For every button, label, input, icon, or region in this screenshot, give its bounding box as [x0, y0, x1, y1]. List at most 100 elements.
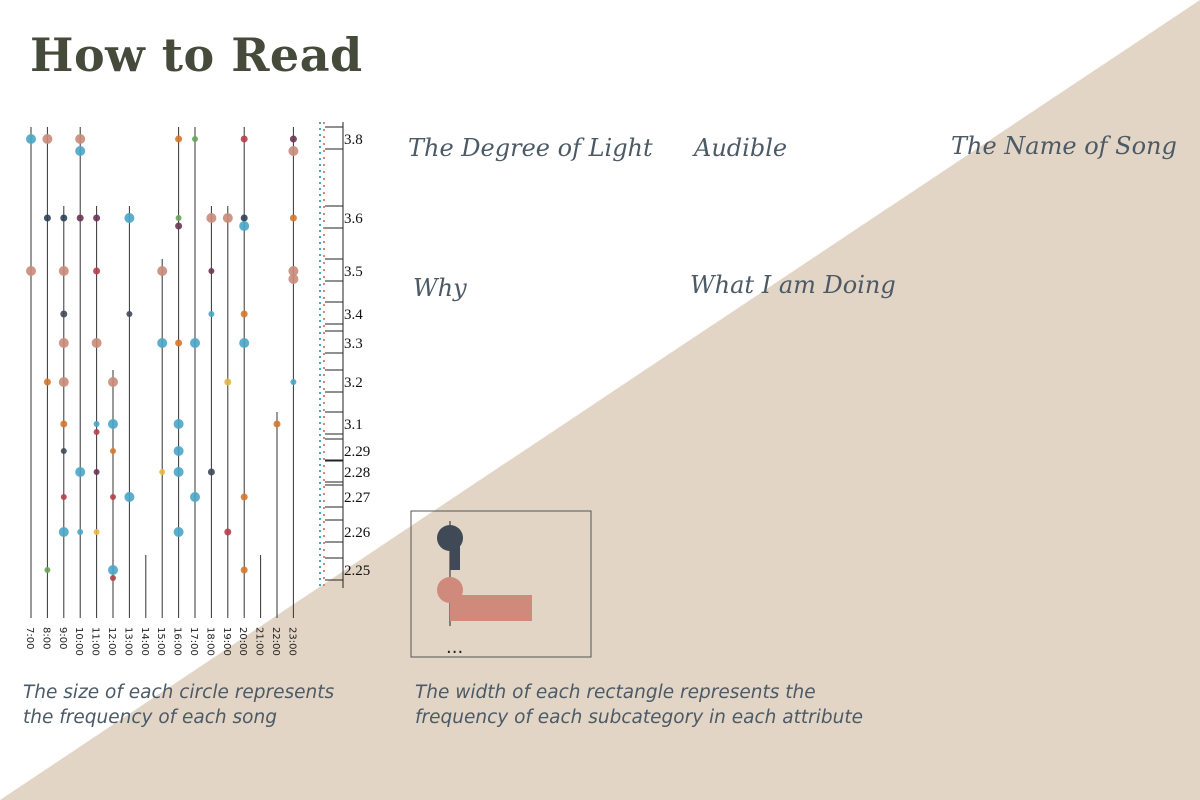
- song-dot: [60, 214, 68, 222]
- song-dot: [60, 448, 67, 454]
- circle-note-line-1: The size of each circle represents: [23, 682, 335, 703]
- song-dot: [43, 378, 51, 386]
- song-dot: [126, 311, 133, 317]
- song-dot: [175, 222, 183, 230]
- y-tick-label: 3.2: [344, 375, 363, 391]
- x-tick-label: 7:00: [24, 627, 35, 649]
- song-dot: [75, 134, 86, 144]
- legend-box-frame: [410, 510, 592, 658]
- song-dot: [58, 338, 69, 348]
- song-dot: [173, 446, 184, 456]
- song-dot: [44, 567, 51, 573]
- rect-note-line-1: The width of each rectangle represents t…: [415, 682, 816, 703]
- song-dot: [110, 494, 116, 500]
- song-dot: [159, 469, 166, 475]
- time-scatter-chart: 7:00 8:00 9:00 10:00 11:00 12:00 13:00 14:00 15:…: [24, 122, 371, 656]
- song-dot: [239, 338, 250, 348]
- song-dot: [289, 135, 297, 143]
- song-dot: [240, 135, 248, 143]
- song-dot: [108, 565, 118, 575]
- song-dot: [93, 214, 101, 222]
- x-tick-label: 14:00: [139, 627, 150, 656]
- rect-note-line-2: frequency of each subcategory in each at…: [415, 707, 863, 728]
- song-dot: [222, 213, 233, 223]
- y-tick-label: 3.6: [344, 211, 363, 227]
- song-dot: [173, 527, 184, 537]
- song-dot: [239, 221, 250, 231]
- song-dot: [110, 448, 116, 454]
- legend-dark-rect: [450, 538, 460, 570]
- song-dot: [173, 467, 184, 477]
- song-dot: [273, 420, 281, 428]
- song-dot: [192, 136, 198, 142]
- circle-note-line-2: the frequency of each song: [23, 707, 277, 728]
- y-tick-label: 3.4: [344, 307, 363, 323]
- song-dot: [124, 213, 135, 223]
- x-tick-label: 23:00: [286, 627, 297, 656]
- song-dot: [108, 377, 118, 387]
- song-dot: [240, 493, 248, 501]
- song-dot: [157, 338, 168, 348]
- song-dot: [60, 310, 68, 318]
- song-dot: [288, 266, 299, 276]
- song-dot: [77, 529, 84, 535]
- time-stems: [30, 127, 294, 618]
- legend-ellipsis: ...: [446, 637, 463, 658]
- label-degree-of-light: The Degree of Light: [408, 134, 653, 162]
- song-dot: [93, 421, 100, 427]
- label-audible: Audible: [694, 134, 788, 162]
- song-dot: [175, 339, 183, 347]
- circle-size-note: The size of each circle represents the f…: [23, 680, 334, 730]
- x-tick-label: 17:00: [188, 627, 199, 656]
- x-tick-label: 15:00: [155, 627, 166, 656]
- song-dot: [157, 266, 168, 276]
- y-tick-label: 3.1: [344, 417, 363, 433]
- x-tick-label: 10:00: [73, 627, 84, 656]
- song-dot: [58, 527, 69, 537]
- song-dot: [26, 134, 36, 144]
- legend-box: ...: [410, 510, 592, 658]
- song-dot: [93, 469, 100, 475]
- song-dot: [190, 338, 200, 348]
- song-dot: [289, 214, 297, 222]
- song-dot: [290, 379, 297, 385]
- song-dot: [110, 575, 116, 581]
- song-dot: [288, 274, 299, 284]
- song-dot: [43, 214, 51, 222]
- song-dot: [42, 134, 53, 144]
- song-dot: [91, 338, 102, 348]
- x-tick-label: 19:00: [221, 627, 232, 656]
- x-tick-label: 13:00: [122, 627, 133, 656]
- y-tick-label: 2.27: [344, 490, 371, 506]
- song-dot: [60, 420, 68, 428]
- x-tick-label: 22:00: [270, 627, 281, 656]
- x-tick-label: 11:00: [90, 627, 101, 656]
- song-dot: [93, 429, 100, 435]
- label-name-of-song: The Name of Song: [951, 132, 1177, 160]
- x-tick-labels: 7:00 8:00 9:00 10:00 11:00 12:00 13:00 14:00 15:…: [24, 627, 297, 656]
- song-dot: [208, 268, 215, 274]
- song-dot: [240, 214, 248, 222]
- song-dot: [224, 378, 232, 386]
- song-dot: [60, 494, 67, 500]
- x-tick-label: 18:00: [204, 627, 215, 656]
- y-tick-label: 2.25: [344, 563, 370, 579]
- song-dot: [224, 528, 232, 536]
- y-axis-scale: 3.8 3.6 3.5 3.4 3.3 3.2 3.1 2.29 2.28 2.27 2.26 2.2…: [319, 122, 371, 590]
- song-dot: [190, 492, 200, 502]
- song-dot: [93, 529, 100, 535]
- x-tick-label: 9:00: [57, 627, 68, 649]
- rect-width-note: The width of each rectangle represents t…: [415, 680, 863, 730]
- legend-pink-rect: [450, 595, 532, 621]
- x-tick-label: 8:00: [40, 627, 51, 649]
- song-dot: [26, 266, 36, 276]
- song-dots: [26, 134, 299, 581]
- song-dot: [175, 215, 182, 221]
- legend-dark-circle: [437, 525, 463, 551]
- x-tick-label: 16:00: [172, 627, 183, 656]
- y-tick-label: 3.5: [344, 264, 363, 280]
- song-dot: [173, 419, 184, 429]
- x-tick-label: 21:00: [254, 627, 265, 656]
